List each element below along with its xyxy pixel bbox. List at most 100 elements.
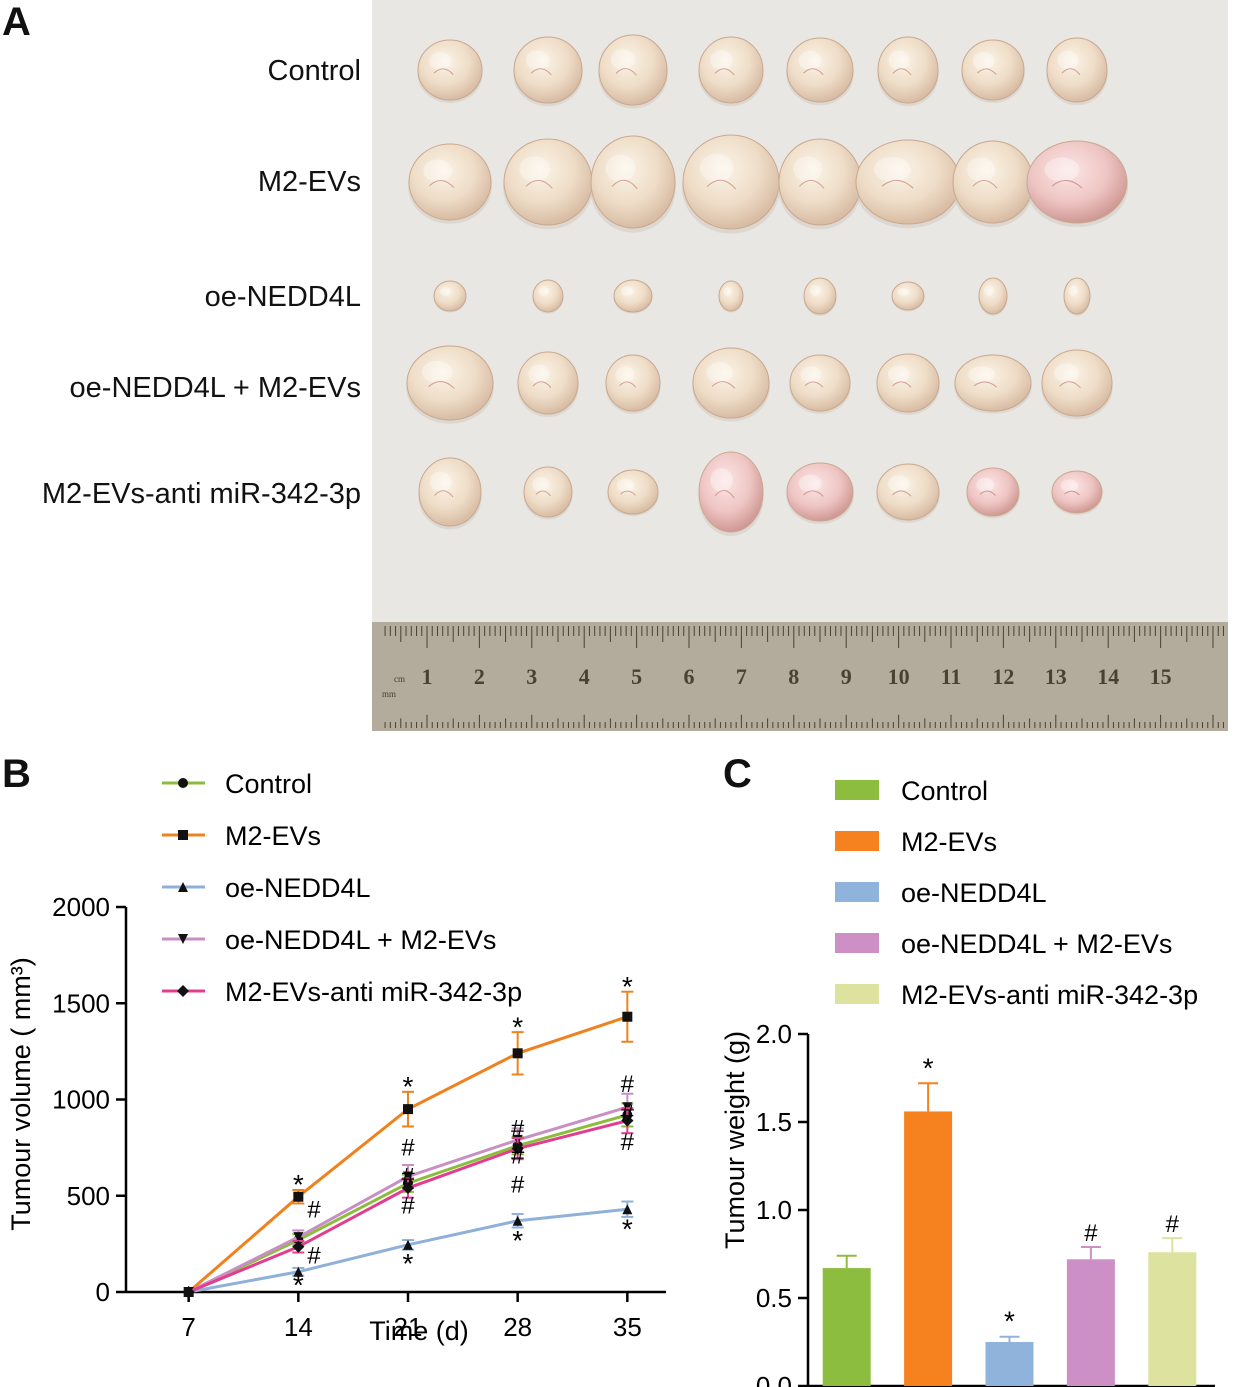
volume-y-tick-label: 1500: [52, 988, 110, 1018]
tumour: [692, 347, 770, 419]
volume-legend: Control M2-EVs oe-NEDD4L oe-NEDD4L + M2-EV…: [162, 769, 522, 1007]
tumour: [1026, 140, 1128, 224]
volume-legend-marker: [178, 830, 188, 840]
tumour: [952, 140, 1034, 224]
volume-data-point: [511, 1142, 524, 1155]
tumour-vessel: [714, 68, 735, 76]
volume-data-point: [403, 1171, 413, 1182]
tumour-vessel: [535, 490, 551, 497]
tumour: [786, 37, 854, 103]
volume-significance-mark: #: [511, 1171, 525, 1198]
volume-significance-mark: #: [307, 1243, 321, 1270]
tumour-highlight: [793, 156, 823, 183]
tumour: [532, 279, 564, 313]
tumour: [408, 143, 492, 221]
tumour: [503, 138, 593, 226]
weight-significance-mark: *: [1004, 1306, 1015, 1337]
tumour-weight-chart: Control M2-EVs oe-NEDD4L oe-NEDD4L + M2-EVs…: [720, 776, 1215, 1387]
volume-significance-mark: #: [621, 1129, 635, 1156]
tumour-highlight: [710, 50, 733, 70]
tumour: [1051, 470, 1103, 514]
weight-legend-swatch: [835, 984, 879, 1004]
weight-y-tick-label: 2.0: [756, 1019, 792, 1049]
tumour: [778, 138, 862, 226]
volume-x-tick-label: 14: [284, 1312, 313, 1342]
weight-y-tick-label: 0.0: [756, 1371, 792, 1387]
tumour-highlight: [699, 153, 734, 182]
tumour: [789, 354, 851, 412]
photo-row-label-anti-mir: M2-EVs-anti miR-342-3p: [41, 478, 361, 510]
tumour: [1063, 277, 1091, 315]
tumour-highlight: [439, 287, 451, 296]
tumour-highlight: [525, 50, 550, 70]
volume-x-tick-label: 35: [613, 1312, 642, 1342]
ruler-number: 4: [579, 664, 590, 689]
tumour-vessel: [434, 490, 454, 498]
ruler-number: 10: [888, 664, 910, 689]
tumour-vessel: [973, 381, 998, 388]
tumour-highlight: [532, 477, 550, 492]
tumour-vessel: [525, 179, 553, 189]
tumour: [1041, 349, 1113, 417]
ruler: 1 2 3 4 5 6 7 8 9 10 11 12 13 14 15 cm mm: [372, 622, 1228, 731]
tumour-highlight: [620, 286, 634, 297]
tumour-vessel: [1061, 68, 1081, 76]
tumour: [803, 277, 837, 315]
volume-significance-mark: #: [621, 1100, 635, 1127]
ruler-unit-mm: mm: [382, 689, 396, 699]
tumour-vessel: [892, 490, 912, 497]
tumour-vessel: [620, 490, 636, 496]
tumour-vessel: [714, 490, 735, 499]
volume-significance-mark: #: [511, 1142, 525, 1169]
tumour-highlight: [983, 285, 994, 296]
volume-significance-mark: #: [401, 1164, 415, 1191]
volume-significance-mark: *: [403, 1071, 414, 1102]
photo-row-label-m2evs: M2-EVs: [257, 166, 361, 198]
volume-x-tick-label: 28: [503, 1312, 532, 1342]
tumour: [607, 469, 659, 515]
volume-significance-mark: *: [512, 1225, 523, 1256]
volume-series: [182, 1107, 634, 1298]
tumour-vessel: [706, 179, 737, 190]
volume-significance-mark: *: [512, 1011, 523, 1042]
tumour: [590, 135, 676, 229]
weight-legend-swatch: [835, 933, 879, 953]
volume-series: [183, 990, 634, 1297]
volume-data-point: [512, 1215, 523, 1226]
tumour-vessel: [711, 381, 736, 389]
weight-bar: [904, 1111, 953, 1386]
tumour: [605, 354, 661, 412]
tumour: [513, 36, 583, 104]
volume-data-point: [293, 1191, 304, 1202]
volume-data-point: [512, 1048, 523, 1059]
ruler-number: 2: [474, 664, 485, 689]
tumour-highlight: [976, 477, 995, 492]
ruler-number: 1: [422, 664, 433, 689]
volume-x-tick-label: 21: [394, 1312, 423, 1342]
tumour-highlight: [1044, 157, 1080, 182]
tumour-highlight: [706, 362, 733, 383]
ruler-number: 11: [941, 664, 962, 689]
weight-legend-swatch: [835, 882, 879, 902]
ruler-unit-cm: cm: [394, 674, 405, 684]
ruler-number: 8: [788, 664, 799, 689]
tumour: [978, 277, 1008, 315]
tumour-highlight: [423, 159, 453, 183]
tumour-vessel: [532, 381, 552, 388]
tumour-highlight: [528, 364, 550, 384]
tumour-highlight: [429, 471, 452, 492]
tumour-highlight: [1060, 479, 1079, 493]
volume-significance-mark: #: [307, 1196, 321, 1223]
volume-x-tick-label: 7: [181, 1312, 195, 1342]
weight-y-tick-label: 1.0: [756, 1195, 792, 1225]
volume-legend-marker: [178, 934, 188, 944]
volume-data-point: [292, 1240, 305, 1253]
volume-data-point: [622, 1204, 633, 1215]
tumour: [891, 281, 925, 311]
tumour-vessel: [428, 381, 455, 389]
volume-significance-mark: *: [293, 1169, 304, 1200]
weight-legend-label: Control: [901, 776, 988, 806]
volume-legend-label: oe-NEDD4L: [225, 873, 371, 903]
tumour-highlight: [1057, 50, 1079, 70]
tumour: [682, 134, 780, 230]
